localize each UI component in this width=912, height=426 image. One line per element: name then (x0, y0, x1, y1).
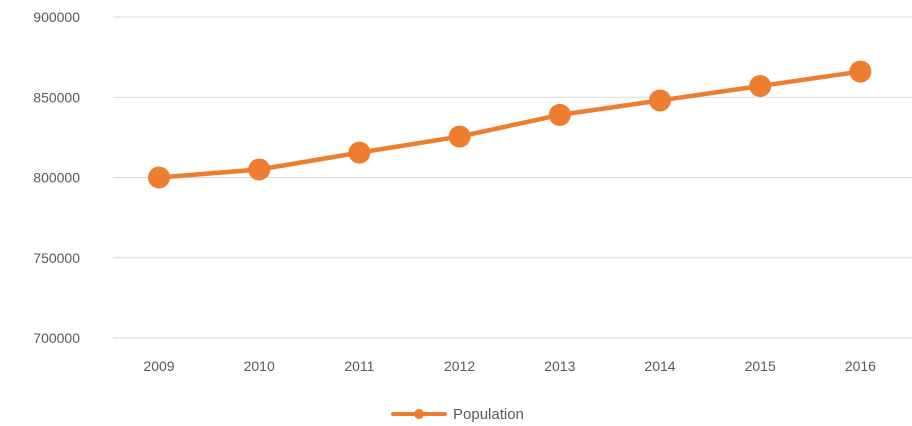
x-tick-label: 2011 (344, 358, 374, 374)
x-tick-label: 2012 (444, 358, 475, 374)
y-tick-label: 900000 (33, 9, 80, 25)
legend: Population (391, 406, 524, 423)
data-point (649, 89, 671, 112)
y-tick-label: 850000 (33, 89, 80, 105)
x-tick-label: 2009 (143, 358, 174, 374)
x-axis: 2009 2010 2011 2012 2013 2014 2015 2016 (143, 358, 876, 374)
y-axis: 700000 750000 800000 850000 900000 (33, 9, 80, 346)
legend-marker-swatch (414, 409, 424, 419)
legend-label-population: Population (453, 406, 524, 423)
x-tick-label: 2013 (544, 358, 575, 374)
data-point (749, 75, 772, 98)
x-tick-label: 2010 (244, 358, 275, 374)
data-point (148, 166, 170, 189)
data-point (448, 125, 471, 148)
data-point (849, 60, 872, 83)
x-tick-label: 2015 (745, 358, 776, 374)
data-point (248, 158, 271, 181)
y-tick-label: 750000 (33, 250, 80, 266)
y-tick-label: 700000 (33, 330, 80, 346)
x-tick-label: 2016 (845, 358, 876, 374)
data-point (348, 141, 371, 164)
x-tick-label: 2014 (644, 358, 675, 374)
y-tick-label: 800000 (33, 170, 80, 186)
data-point (548, 103, 571, 126)
series-line-population (156, 69, 863, 180)
series-population (148, 60, 872, 189)
gridlines (113, 16, 912, 339)
